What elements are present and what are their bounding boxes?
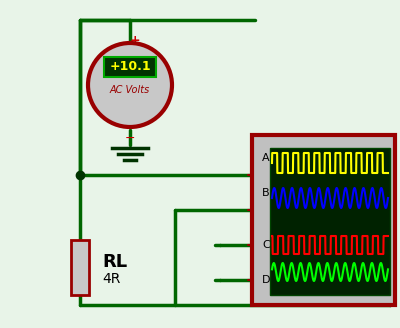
Text: D: D bbox=[262, 275, 270, 285]
Text: RL: RL bbox=[102, 253, 127, 271]
FancyBboxPatch shape bbox=[104, 57, 156, 77]
FancyBboxPatch shape bbox=[270, 148, 390, 295]
Text: +: + bbox=[130, 33, 140, 47]
Text: 4R: 4R bbox=[102, 272, 120, 286]
FancyBboxPatch shape bbox=[71, 240, 89, 295]
Text: +10.1: +10.1 bbox=[109, 60, 151, 73]
Circle shape bbox=[88, 43, 172, 127]
Text: B: B bbox=[262, 188, 270, 198]
Text: A: A bbox=[262, 153, 270, 163]
Text: C: C bbox=[262, 240, 270, 250]
Text: −: − bbox=[125, 132, 135, 145]
FancyBboxPatch shape bbox=[252, 135, 395, 305]
Text: AC Volts: AC Volts bbox=[110, 85, 150, 95]
